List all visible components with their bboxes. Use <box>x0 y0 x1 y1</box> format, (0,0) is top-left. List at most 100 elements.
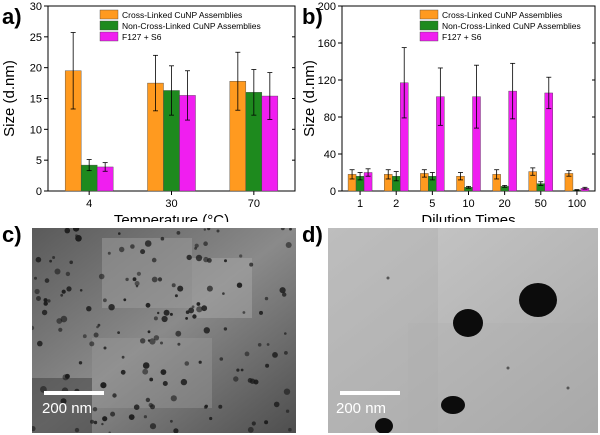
tem-c-particle <box>148 402 153 408</box>
tem-c-particle <box>64 373 70 379</box>
chart-b-x-axis-label: Dilution Times <box>421 212 515 222</box>
tem-c-particle <box>103 346 107 350</box>
tem-c-particle <box>195 254 203 262</box>
tem-c-particle <box>133 404 140 410</box>
tem-c-particle <box>86 306 92 312</box>
tem-c-particle <box>147 339 151 342</box>
tem-c-particle <box>259 310 263 315</box>
tem-c-particle <box>174 294 178 298</box>
tem-c-particle <box>207 228 211 231</box>
tem-c-particle <box>75 234 78 238</box>
chart-b-y-tick-label: 120 <box>318 75 336 87</box>
chart-a-y-tick-label: 10 <box>30 124 42 136</box>
tem-c-particle <box>43 298 48 303</box>
tem-c-particle <box>282 292 287 297</box>
chart-b-y-tick-label: 80 <box>324 112 336 124</box>
tem-c-particle <box>257 343 262 347</box>
tem-c-particle <box>233 376 239 382</box>
chart-b-y-tick-label: 160 <box>318 38 336 50</box>
scale-bar-d <box>340 391 400 395</box>
chart-a-legend-label: F127 + S6 <box>122 32 162 42</box>
tem-c-particle <box>58 327 63 332</box>
tem-c-particle <box>120 369 126 375</box>
tem-c-particle <box>160 341 163 345</box>
chart-b-y-tick-label: 0 <box>330 186 336 198</box>
tem-c-particle <box>175 330 182 337</box>
chart-a-x-axis-label: Temperature (°C) <box>114 212 229 222</box>
tem-c-particle <box>54 268 61 275</box>
tem-c-particle <box>93 420 98 425</box>
tem-c-particle <box>203 256 209 263</box>
chart-a-y-tick-label: 5 <box>36 155 42 167</box>
chart-b-y-tick-label: 40 <box>324 149 336 161</box>
tem-c-particle <box>240 368 244 372</box>
tem-c-particle <box>102 416 108 422</box>
tem-c-particle <box>143 415 147 419</box>
tem-c-particle <box>107 251 111 255</box>
tem-c-particle <box>34 276 37 280</box>
tem-c-particle <box>284 332 287 335</box>
tem-c-particle <box>160 236 165 241</box>
tem-c-particle <box>285 242 292 248</box>
tem-c-particle <box>203 228 206 231</box>
tem-c-particle <box>34 288 40 295</box>
chart-b-legend-label: Cross-Linked CuNP Assemblies <box>442 10 562 20</box>
tem-c-particle <box>145 397 151 403</box>
tem-c-particle <box>249 262 254 267</box>
tem-c-particle <box>110 411 116 417</box>
tem-c-particle <box>142 362 150 369</box>
tem-c-particle <box>92 407 98 412</box>
tem-c-particle <box>64 228 71 234</box>
tem-c-particle <box>52 256 56 259</box>
chart-b-x-tick-label: 2 <box>393 198 399 210</box>
tem-c-particle <box>66 286 72 292</box>
tem-c-particle <box>196 302 201 306</box>
tem-c-particle <box>264 420 269 425</box>
particle-medium <box>441 396 465 414</box>
tem-c-particle <box>203 241 208 246</box>
tem-c-particle <box>65 271 71 277</box>
tem-c-particle <box>279 287 286 294</box>
tem-c-particle <box>203 327 210 334</box>
chart-a-legend-label: Cross-Linked CuNP Assemblies <box>122 10 242 20</box>
tem-c-particle <box>218 404 223 409</box>
tem-c-particle <box>185 317 189 320</box>
particle-small <box>375 418 393 433</box>
tem-c-particle <box>170 395 177 402</box>
tem-c-particle <box>236 368 240 372</box>
tem-c-particle <box>118 232 121 235</box>
tem-c-particle <box>128 414 135 420</box>
tem-c-particle <box>32 426 36 432</box>
tem-c-particle <box>69 260 73 265</box>
chart-a-legend: Cross-Linked CuNP AssembliesNon-Cross-Li… <box>99 9 261 42</box>
chart-a-y-tick-label: 0 <box>36 186 42 198</box>
tem-image-d: 200 nm <box>328 228 598 433</box>
tem-c-particle <box>157 277 163 282</box>
tem-c-particle <box>216 229 220 233</box>
tem-c-particle <box>140 249 146 255</box>
tem-c-particle <box>196 306 203 313</box>
chart-b-legend-swatch <box>419 20 439 31</box>
tem-c-particle <box>247 426 254 433</box>
tem-c-particle <box>162 381 168 386</box>
tem-c-particle <box>171 283 176 288</box>
tem-c-particle <box>206 285 213 292</box>
tem-c-particle <box>239 254 243 258</box>
tem-c-particle <box>176 231 181 235</box>
tem-c-particle <box>125 277 129 282</box>
chart-b-x-tick-label: 1 <box>357 198 363 210</box>
tem-c-particle <box>117 331 120 334</box>
tem-c-particle <box>209 416 213 421</box>
tem-c-particle <box>273 401 280 408</box>
chart-b-legend-swatch <box>419 9 439 20</box>
particle-large-1 <box>519 283 557 317</box>
chart-b-x-tick-label: 50 <box>535 198 547 210</box>
particle-large-2 <box>453 309 483 337</box>
tem-c-particle <box>170 419 173 423</box>
tem-c-particle <box>90 419 94 424</box>
tem-c-particle <box>41 309 48 316</box>
tem-c-particle <box>61 289 66 294</box>
chart-b-x-tick-label: 20 <box>499 198 511 210</box>
scale-bar-label-d: 200 nm <box>336 400 387 417</box>
tem-c-particle <box>177 285 184 292</box>
